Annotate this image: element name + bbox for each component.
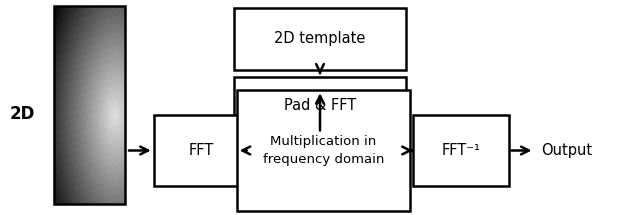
Bar — [413, 115, 509, 186]
Bar — [234, 8, 406, 70]
Bar — [154, 115, 250, 186]
Bar — [237, 90, 410, 211]
Bar — [234, 77, 406, 133]
Text: 2D template: 2D template — [275, 31, 365, 46]
Text: 2D: 2D — [10, 105, 35, 123]
Text: FFT: FFT — [189, 143, 214, 158]
Text: Multiplication in
frequency domain: Multiplication in frequency domain — [262, 135, 384, 166]
Text: Output: Output — [541, 143, 592, 158]
Text: Pad & FFT: Pad & FFT — [284, 98, 356, 113]
Bar — [54, 6, 125, 204]
Text: FFT⁻¹: FFT⁻¹ — [442, 143, 480, 158]
